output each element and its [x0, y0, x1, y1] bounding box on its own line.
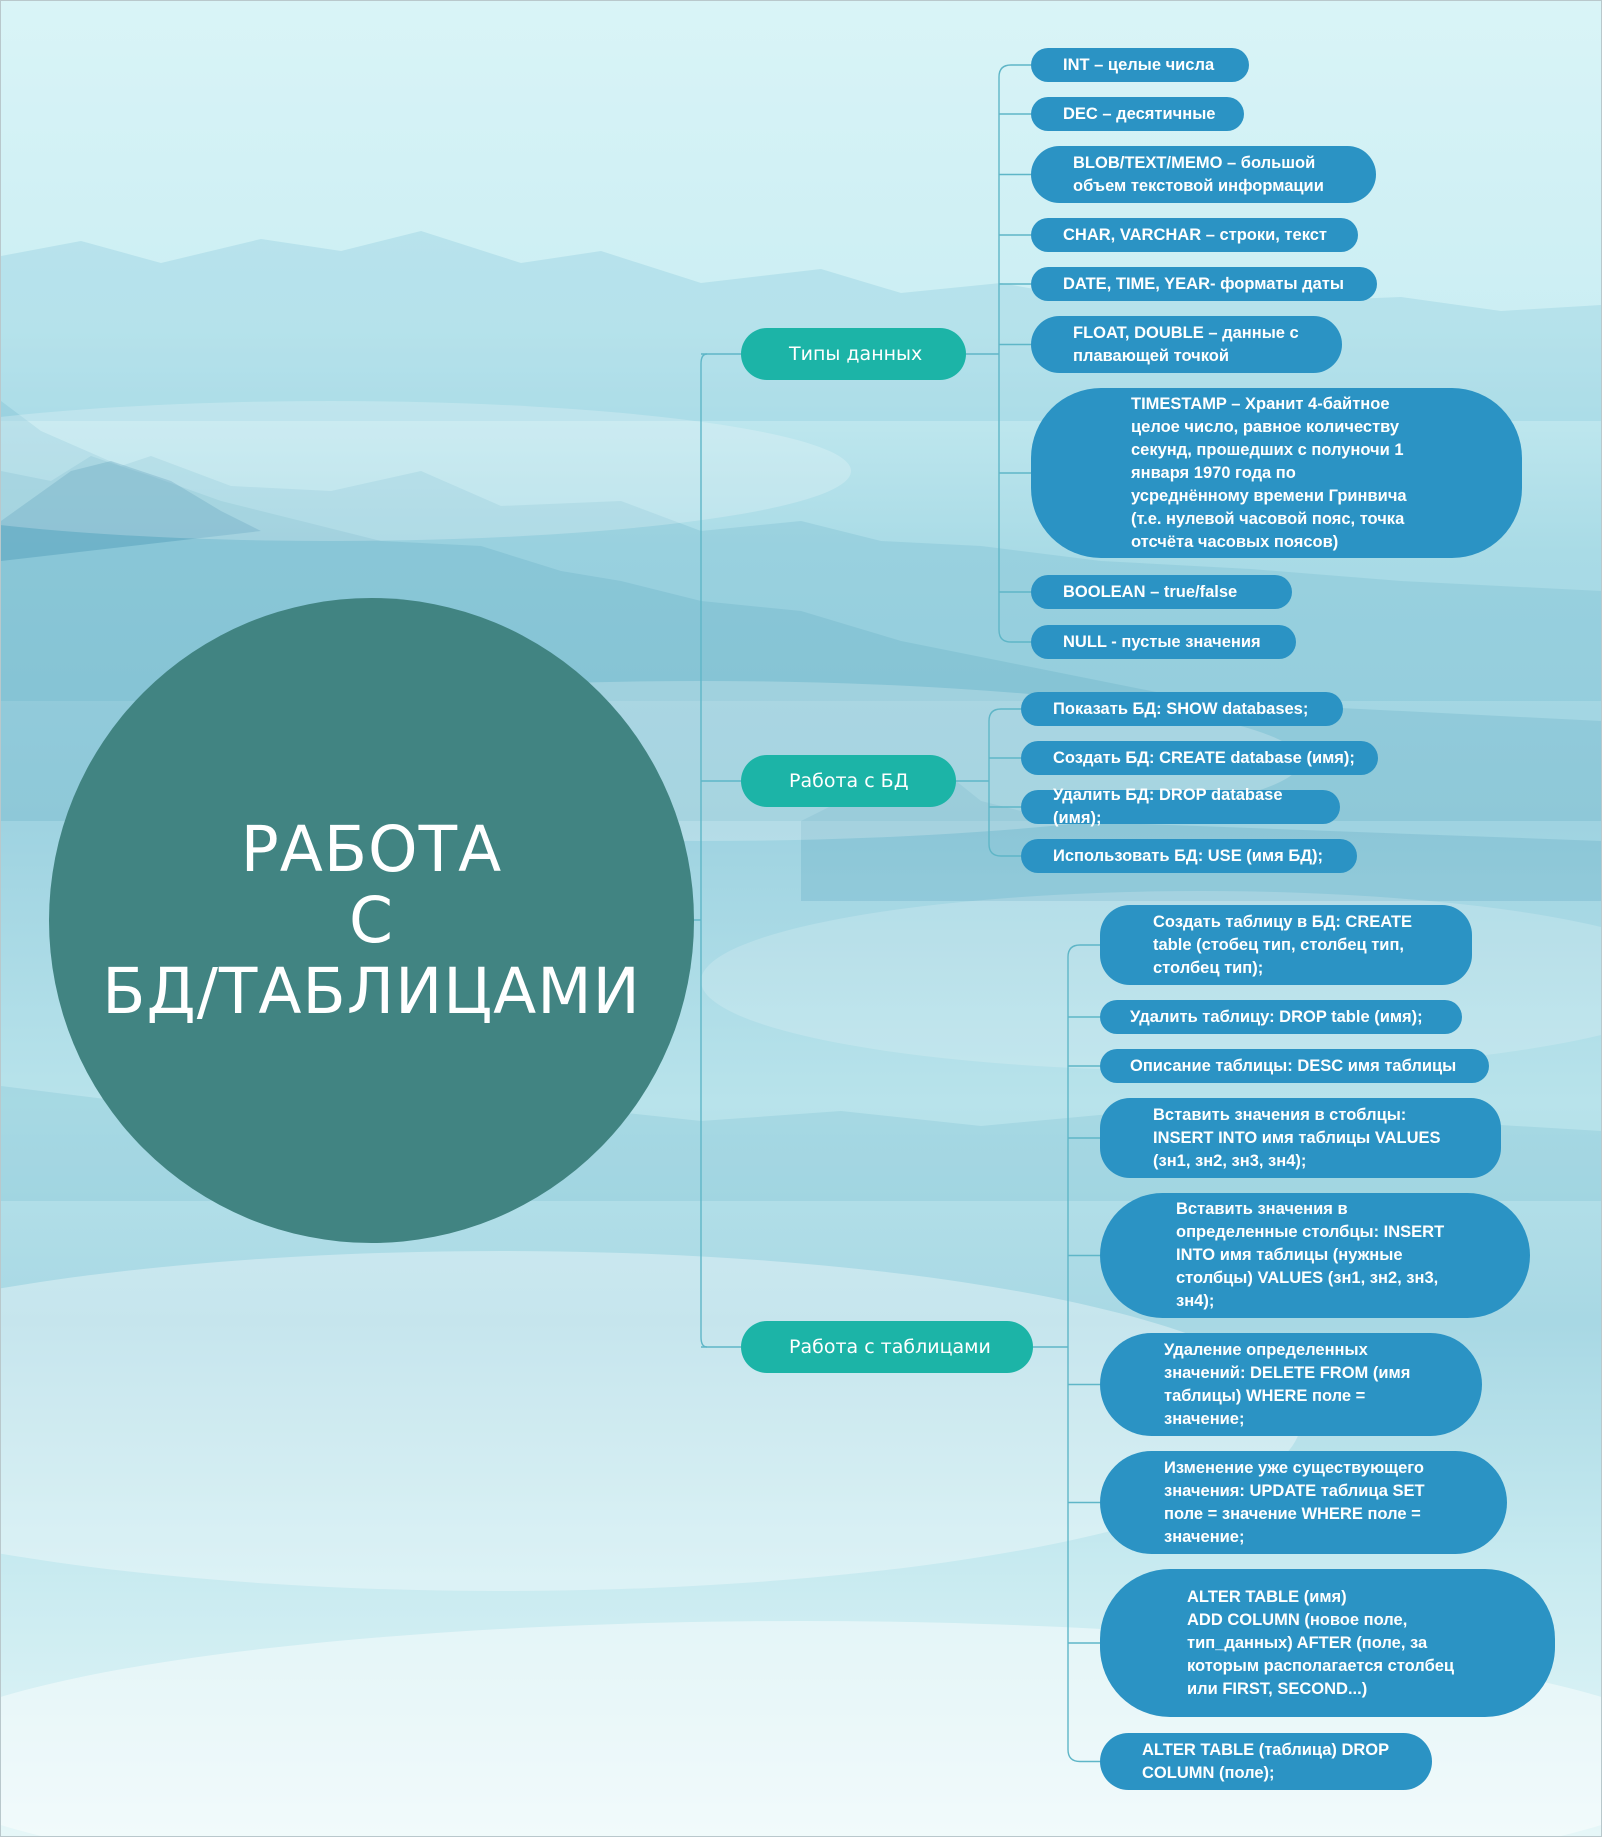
leaf-node: BOOLEAN – true/false	[1031, 575, 1292, 609]
leaf-node: Использовать БД: USE (имя БД);	[1021, 839, 1357, 873]
leaf-node: DEC – десятичные	[1031, 97, 1244, 131]
connector-line	[988, 708, 1021, 722]
leaf-node: Создать таблицу в БД: CREATE table (стоб…	[1100, 905, 1472, 985]
branch-node: Типы данных	[741, 328, 966, 380]
connector-line	[1067, 944, 1100, 958]
branch-node: Работа с таблицами	[741, 1321, 1033, 1373]
leaf-node: NULL - пустые значения	[1031, 625, 1296, 659]
central-topic: РАБОТА С БД/ТАБЛИЦАМИ	[49, 598, 694, 1243]
connector-line	[998, 629, 1031, 643]
leaf-node: Удаление определенных значений: DELETE F…	[1100, 1333, 1482, 1436]
central-topic-line-2: С	[349, 884, 394, 957]
leaf-node: Вставить значения в стоблцы: INSERT INTO…	[1100, 1098, 1501, 1178]
leaf-node: Вставить значения в определенные столбцы…	[1100, 1193, 1530, 1318]
leaf-node: INT – целые числа	[1031, 48, 1249, 82]
branch-node: Работа с БД	[741, 755, 956, 807]
connector-line	[700, 353, 708, 1348]
connector-line	[988, 843, 1021, 857]
central-topic-line-3: БД/ТАБЛИЦАМИ	[102, 955, 641, 1028]
leaf-node: Показать БД: SHOW databases;	[1021, 692, 1343, 726]
leaf-node: Изменение уже существующего значения: UP…	[1100, 1451, 1507, 1554]
leaf-node: Удалить таблицу: DROP table (имя);	[1100, 1000, 1462, 1034]
leaf-node: TIMESTAMP – Хранит 4-байтное целое число…	[1031, 388, 1522, 558]
leaf-node: DATE, TIME, YEAR- форматы даты	[1031, 267, 1377, 301]
leaf-node: Описание таблицы: DESC имя таблицы	[1100, 1049, 1489, 1083]
central-topic-line-1: РАБОТА	[240, 813, 503, 886]
leaf-node: Создать БД: CREATE database (имя);	[1021, 741, 1378, 775]
connector-line	[1067, 1749, 1100, 1763]
leaf-node: Удалить БД: DROP database (имя);	[1021, 786, 1340, 827]
leaf-node: CHAR, VARCHAR – строки, текст	[1031, 218, 1358, 252]
leaf-node: BLOB/TEXT/MEMO – большой объем текстовой…	[1031, 146, 1376, 203]
connector-line	[998, 64, 1031, 78]
leaf-node: FLOAT, DOUBLE – данные с плавающей точко…	[1031, 316, 1342, 373]
leaf-node: ALTER TABLE (имя) ADD COLUMN (новое поле…	[1100, 1569, 1555, 1717]
leaf-node: ALTER TABLE (таблица) DROP COLUMN (поле)…	[1100, 1733, 1432, 1790]
